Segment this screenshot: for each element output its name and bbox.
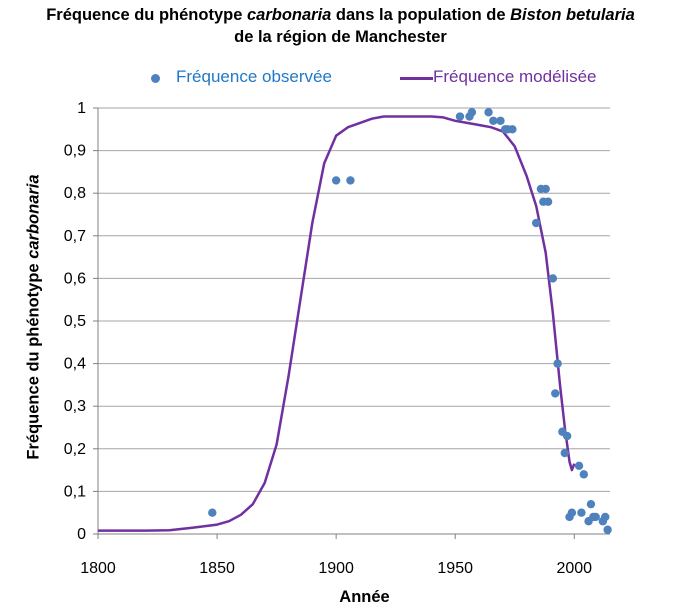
y-tick-label: 0,8 — [64, 185, 86, 202]
observed-point — [541, 184, 550, 194]
title-line-2: de la région de Manchester — [234, 28, 447, 46]
observed-point — [603, 525, 612, 534]
observed-point — [562, 431, 572, 441]
x-tick-label: 1800 — [80, 560, 116, 577]
legend: Fréquence observée Fréquence modélisée — [0, 66, 681, 90]
modeled-frequency-line — [98, 115, 576, 532]
observed-point — [484, 108, 493, 117]
legend-label-observed: Fréquence observée — [176, 67, 332, 86]
observed-point — [496, 116, 505, 125]
x-tick-label: 2000 — [556, 560, 592, 577]
observed-point — [508, 125, 517, 134]
legend-label-modeled: Fréquence modélisée — [433, 67, 597, 86]
chart-title: Fréquence du phénotype carbonaria dans l… — [0, 4, 681, 48]
y-tick-label: 0,7 — [64, 228, 86, 245]
observed-point — [591, 512, 600, 522]
legend-marker-modeled — [400, 77, 433, 80]
observed-point — [574, 461, 584, 471]
observed-point — [601, 512, 610, 522]
observed-point — [543, 197, 553, 206]
observed-point — [489, 116, 498, 125]
y-tick-label: 0,9 — [64, 143, 86, 160]
y-tick-label: 1 — [77, 100, 86, 117]
observed-point — [531, 218, 541, 228]
y-tick-label: 0,3 — [64, 398, 86, 415]
observed-point — [586, 499, 596, 509]
x-tick-label: 1850 — [199, 560, 235, 577]
title-part: Fréquence du phénotype — [46, 6, 247, 24]
x-axis-label: Année — [339, 588, 390, 606]
y-tick-label: 0,1 — [64, 483, 86, 500]
observed-point — [579, 470, 589, 479]
observed-point — [208, 508, 217, 517]
title-italic-species: Biston betularia — [510, 6, 635, 24]
observed-point — [577, 508, 586, 517]
observed-point — [467, 108, 477, 117]
y-tick-label: 0 — [77, 526, 86, 543]
y-tick-label: 0,5 — [64, 313, 86, 330]
observed-point — [567, 508, 577, 517]
observed-point — [560, 448, 569, 458]
observed-point — [331, 176, 341, 185]
title-part: dans la population de — [331, 6, 511, 24]
title-italic-species-phenotype: carbonaria — [246, 6, 332, 24]
observed-point — [346, 176, 355, 185]
y-tick-label: 0,2 — [64, 441, 86, 458]
observed-point — [553, 359, 562, 368]
observed-point — [551, 389, 560, 398]
observed-point — [548, 274, 558, 283]
y-tick-label: 0,6 — [64, 270, 86, 287]
legend-marker-observed — [151, 74, 160, 83]
observed-point — [455, 112, 465, 121]
x-tick-label: 1950 — [437, 560, 473, 577]
y-tick-label: 0,4 — [64, 356, 86, 373]
x-tick-label: 1900 — [318, 560, 354, 577]
